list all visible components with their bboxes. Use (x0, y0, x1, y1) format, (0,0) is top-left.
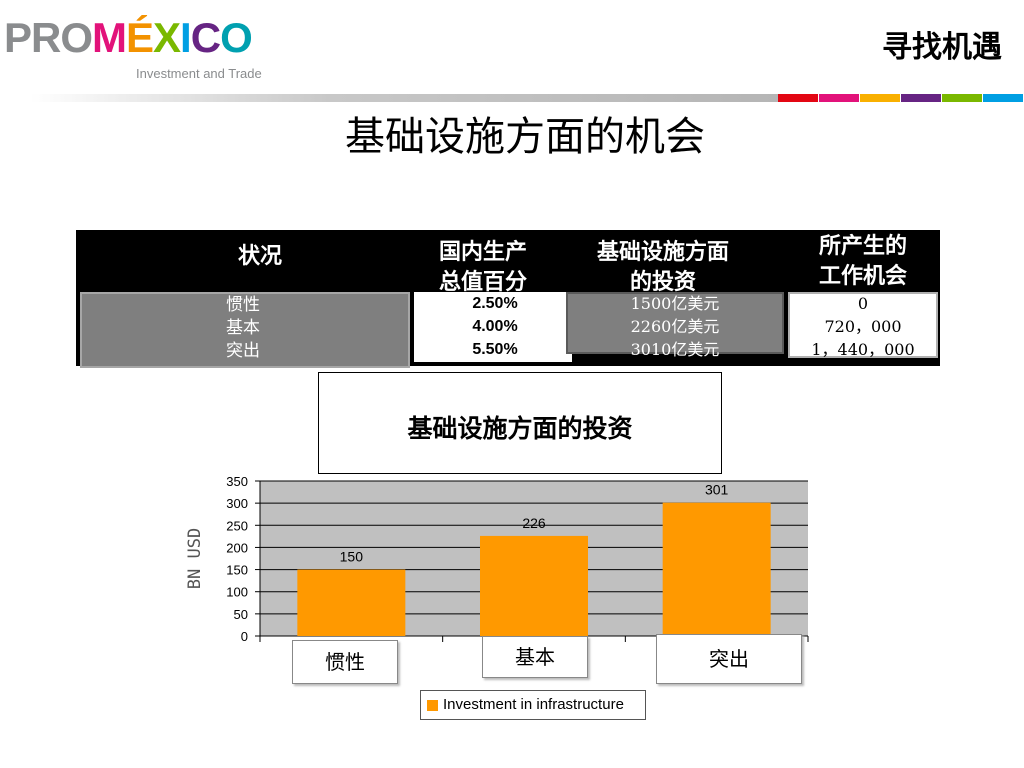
y-tick-label: 100 (226, 585, 248, 600)
header-rule-segment (983, 94, 1023, 102)
legend-label: Investment in infrastructure (443, 696, 624, 713)
investment-value: 1500亿美元 (630, 294, 720, 313)
gdp-value: 5.50% (472, 341, 518, 358)
header-investment: 基础设施方面 的投资 (578, 238, 748, 298)
y-tick-label: 150 (226, 563, 248, 578)
header-rule-segment (860, 94, 900, 102)
category-label-inertial: 惯性 (292, 640, 398, 684)
chart-title-box: 基础设施方面的投资 (318, 372, 722, 474)
header-rule-segment (901, 94, 941, 102)
bar (662, 502, 771, 636)
status-value: 惯性 (226, 295, 260, 315)
bar (480, 535, 588, 636)
header-rule-segment (819, 94, 859, 102)
header-gdp-line2: 总值百分 (438, 270, 527, 295)
y-tick-label: 200 (226, 540, 248, 555)
header-status: 状况 (237, 244, 282, 269)
data-label: 301 (705, 482, 729, 498)
y-tick-label: 0 (241, 629, 248, 644)
header-rule-gradient (30, 94, 778, 102)
logo-tagline: Investment and Trade (136, 66, 262, 81)
y-axis-label: BN USD (185, 528, 205, 589)
jobs-column: 0 720，000 1，440，000 (790, 292, 936, 361)
header-investment-line1: 基础设施方面 (596, 240, 729, 265)
header-gdp: 国内生产 总值百分 (418, 238, 548, 298)
data-label: 150 (340, 549, 364, 565)
chart-legend: Investment in infrastructure (420, 690, 646, 720)
gdp-cell (414, 292, 572, 362)
investment-cell (566, 292, 784, 354)
bar-chart: 0 50 100 150 200 250 300 350 150 226 301 BN USD (185, 474, 809, 644)
status-column: 惯性 基本 突出 (226, 294, 260, 363)
header-rule (0, 94, 1024, 102)
y-tick-label: 300 (226, 496, 248, 511)
status-value: 突出 (226, 341, 260, 361)
gdp-value: 2.50% (472, 295, 518, 312)
header-investment-line2: 的投资 (629, 270, 696, 295)
page-title: 基础设施方面的机会 (345, 114, 705, 160)
chart-title: 基础设施方面的投资 (407, 414, 633, 443)
gdp-value: 4.00% (472, 318, 518, 335)
logo-wordmark: PROMÉXICO (4, 14, 253, 61)
header-rule-segment (778, 94, 818, 102)
jobs-value: 1，440，000 (811, 340, 915, 359)
y-tick-label: 250 (226, 518, 248, 533)
jobs-cell (788, 292, 938, 358)
header-jobs: 所产生的 工作机会 (796, 232, 930, 292)
corner-title: 寻找机遇 (882, 30, 1002, 65)
header-jobs-line2: 工作机会 (818, 264, 907, 289)
gdp-column: 2.50% 4.00% 5.50% (440, 292, 550, 361)
legend-swatch (427, 700, 438, 711)
header-rule-segment (942, 94, 982, 102)
investment-column: 1500亿美元 2260亿美元 3010亿美元 (590, 292, 760, 361)
y-tick-label: 50 (234, 607, 248, 622)
category-label-outstanding: 突出 (656, 634, 802, 684)
jobs-value: 0 (857, 294, 869, 313)
status-value: 基本 (226, 318, 260, 338)
data-label: 226 (522, 515, 546, 531)
jobs-value: 720，000 (824, 317, 902, 336)
promexico-logo: PROMÉXICO Investment and Trade (4, 8, 284, 84)
category-label-base: 基本 (482, 636, 588, 678)
investment-value: 3010亿美元 (630, 340, 720, 359)
header-jobs-line1: 所产生的 (818, 234, 907, 259)
status-cell (80, 292, 410, 368)
bar (297, 569, 406, 636)
header-gdp-line1: 国内生产 (438, 240, 527, 265)
investment-value: 2260亿美元 (630, 317, 720, 336)
y-tick-label: 350 (226, 474, 248, 489)
